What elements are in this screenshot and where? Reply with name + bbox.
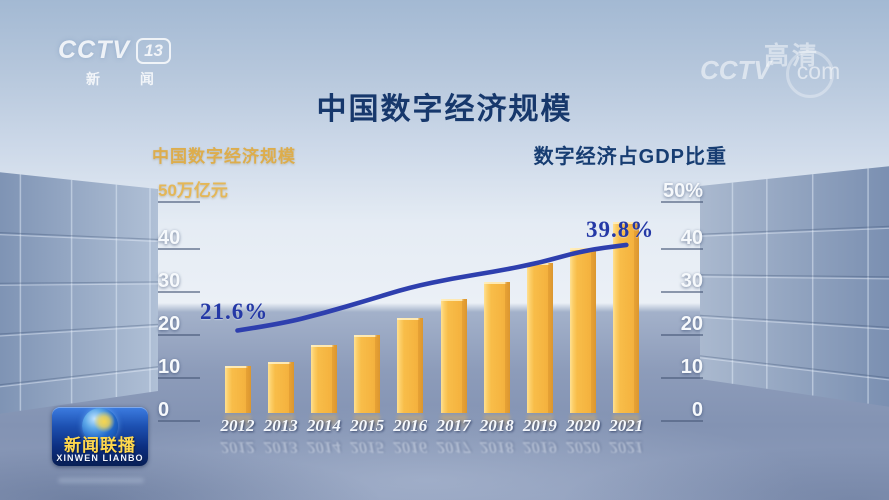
left-axis-label: 0 — [158, 399, 170, 421]
left-axis-tick — [158, 248, 200, 250]
program-logo-reflection — [58, 478, 144, 483]
hd-stamp: 高清 — [764, 42, 821, 70]
year-label: 2019 — [522, 416, 557, 435]
bar-side-face — [547, 262, 553, 413]
bar-2018 — [483, 281, 510, 413]
left-axis-label: 40 — [158, 227, 181, 249]
watermark-brand: CCTV — [700, 55, 771, 85]
year-label: 2016 — [393, 416, 428, 435]
right-axis-tick — [661, 377, 703, 379]
left-axis-tick — [158, 291, 200, 293]
bar-2021 — [613, 221, 640, 413]
cctv-logo-text: CCTV — [58, 36, 131, 64]
left-axis-label: 10 — [158, 356, 181, 378]
right-axis-label: 30 — [680, 270, 703, 292]
bar-reflection — [440, 415, 467, 431]
watermark-text-row: CCTV com — [700, 55, 840, 86]
bar-2020 — [570, 248, 597, 413]
year-label-reflection: 2021 — [609, 438, 644, 457]
bar-reflection — [267, 415, 294, 431]
right-axis-label: 0 — [691, 399, 703, 421]
bar-reflection — [526, 415, 553, 431]
right-axis-tick — [661, 291, 703, 293]
right-axis-tick — [661, 248, 703, 250]
bar-side-face — [331, 344, 337, 413]
right-axis-tick — [661, 334, 703, 336]
left-axis-tick — [158, 334, 200, 336]
cctv-com-watermark: 高清 CCTV com — [700, 36, 880, 98]
program-name: 新闻联播 — [64, 436, 136, 455]
right-axis-tick — [661, 420, 703, 422]
left-axis-label: 20 — [158, 313, 181, 335]
right-series-header: 数字经济占GDP比重 — [533, 146, 727, 168]
bar-2016 — [397, 318, 424, 413]
program-name-romanized: XINWEN LIANBO — [56, 453, 144, 463]
chart-title: 中国数字经济规模 — [316, 93, 573, 126]
bar-reflection — [570, 415, 597, 431]
bar-side-face — [245, 365, 251, 413]
left-axis-label: 30 — [158, 270, 181, 292]
bar-2019 — [526, 262, 553, 413]
right-axis-label: 10 — [680, 356, 703, 378]
bar-side-face — [375, 334, 381, 413]
bar-reflection — [613, 415, 640, 431]
bar-side-face — [461, 298, 467, 413]
channel-logo-cctv13: CCTV 13 新 闻 — [58, 36, 172, 89]
bar-side-face — [634, 221, 640, 413]
line-start-value: 21.6% — [200, 299, 269, 324]
year-label: 2015 — [350, 416, 385, 435]
bar-side-face — [288, 362, 294, 413]
bar-reflection — [483, 415, 510, 431]
year-label: 2014 — [306, 416, 341, 435]
right-wall-grid — [699, 166, 889, 407]
right-axis-label: 50% — [662, 180, 703, 202]
bar-reflection — [310, 415, 337, 431]
bar-2015 — [354, 334, 381, 413]
bar-2017 — [440, 298, 467, 413]
channel-name-label: 新 闻 — [86, 71, 172, 87]
channel-number-badge: 13 — [136, 37, 171, 64]
left-wall-grid — [0, 172, 159, 414]
bar-side-face — [591, 248, 597, 413]
bar-reflection — [354, 415, 381, 431]
bar-2014 — [310, 344, 337, 413]
year-label: 2018 — [479, 416, 514, 435]
channel-logo-row: CCTV 13 — [58, 36, 172, 65]
year-label: 2017 — [436, 416, 471, 435]
bar-side-face — [504, 281, 510, 413]
bar-reflection — [397, 415, 424, 431]
right-axis-label: 40 — [680, 227, 703, 249]
year-label: 2020 — [566, 416, 601, 435]
left-axis-tick — [158, 420, 200, 422]
year-label: 2021 — [609, 416, 644, 435]
left-axis-tick — [158, 201, 200, 203]
bar-side-face — [418, 318, 424, 413]
right-axis-tick — [661, 201, 703, 203]
bar-2012 — [224, 365, 251, 413]
bar-2013 — [267, 362, 294, 413]
watermark-swirl-icon — [786, 50, 834, 98]
program-logo-xinwenlianbo: 新闻联播 XINWEN LIANBO — [52, 407, 148, 466]
bar-reflection — [224, 415, 251, 431]
year-label: 2012 — [220, 416, 255, 435]
right-axis-label: 20 — [680, 313, 703, 335]
watermark-suffix: com — [796, 58, 841, 84]
globe-icon — [82, 408, 118, 444]
line-end-value: 39.8% — [586, 217, 655, 242]
left-axis-tick — [158, 377, 200, 379]
left-axis-label: 50万亿元 — [158, 181, 228, 200]
year-label: 2013 — [263, 416, 298, 435]
left-series-header: 中国数字经济规模 — [152, 147, 296, 166]
